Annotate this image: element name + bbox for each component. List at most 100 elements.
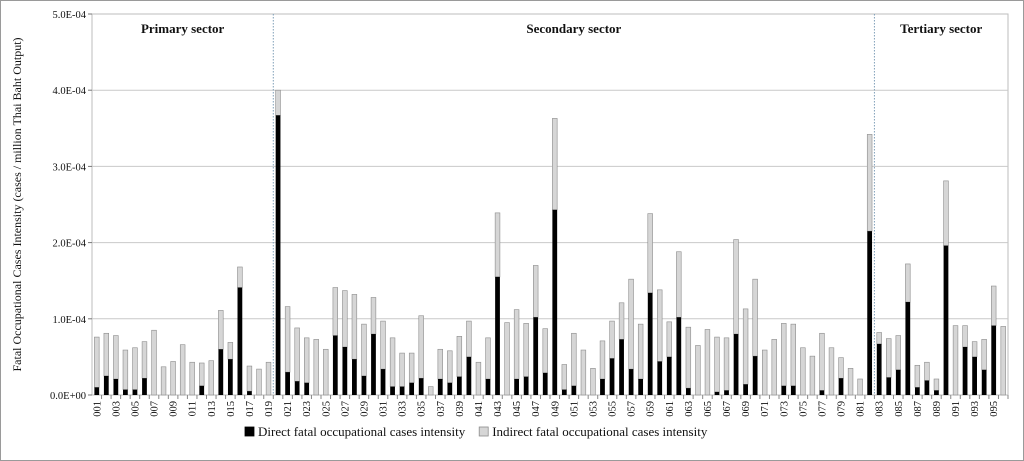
bar-direct — [895, 369, 901, 395]
bar-indirect — [351, 294, 358, 360]
x-tick-label: 007 — [150, 401, 161, 417]
bar-direct — [666, 356, 672, 395]
bar-direct — [991, 325, 997, 395]
x-tick-label: 049 — [550, 401, 561, 417]
legend-label: Indirect fatal occupational cases intens… — [492, 424, 708, 439]
bar-direct — [552, 209, 558, 395]
bar-direct — [466, 356, 472, 395]
bar-indirect — [952, 325, 959, 396]
bar-indirect — [809, 355, 816, 396]
legend-swatch — [478, 426, 489, 437]
bar-indirect — [370, 297, 377, 335]
bar-indirect — [552, 118, 558, 211]
bar-indirect — [208, 360, 214, 396]
bar-indirect — [657, 289, 663, 362]
x-tick-label: 093 — [970, 401, 981, 417]
bar-direct — [94, 387, 100, 395]
bar-direct — [199, 385, 205, 395]
bar-direct — [724, 390, 729, 395]
x-tick-label: 095 — [989, 401, 1000, 417]
bar-direct — [218, 349, 224, 395]
x-tick-label: 073 — [779, 401, 790, 417]
bar-indirect — [733, 239, 739, 335]
x-tick-label: 081 — [856, 401, 867, 417]
bar-direct — [886, 377, 892, 395]
bar-direct — [924, 380, 930, 395]
bar-indirect — [847, 368, 854, 396]
bar-indirect — [428, 386, 434, 396]
bar-indirect — [227, 342, 234, 360]
bar-indirect — [284, 306, 291, 373]
x-tick-label: 023 — [302, 401, 313, 417]
x-tick-label: 069 — [741, 401, 752, 417]
bar-direct — [876, 343, 882, 395]
x-tick-label: 045 — [512, 401, 523, 417]
x-tick-label: 039 — [455, 401, 466, 417]
bar-indirect — [914, 364, 921, 388]
bar-indirect — [933, 378, 940, 391]
bar-indirect — [637, 323, 644, 380]
bar-direct — [342, 346, 348, 395]
bar-direct — [628, 369, 634, 395]
x-tick-label: 059 — [646, 401, 657, 417]
bar-direct — [962, 346, 968, 395]
sector-label: Secondary sector — [526, 21, 621, 36]
x-tick-label: 087 — [913, 401, 924, 417]
plot-area — [91, 13, 1009, 396]
bar-direct — [247, 391, 252, 395]
bar-indirect — [876, 332, 882, 345]
bar-direct — [237, 287, 243, 395]
x-tick-label: 089 — [932, 401, 943, 417]
bar-direct — [227, 359, 233, 395]
bar-direct — [123, 389, 128, 395]
bar-direct — [352, 359, 357, 395]
bar-indirect — [962, 325, 968, 348]
bar-direct — [447, 382, 453, 395]
bar-direct — [943, 245, 949, 395]
y-tick-label: 5.0E-04 — [52, 10, 86, 21]
bar-indirect — [580, 349, 587, 396]
bar-indirect — [1000, 326, 1006, 396]
bar-direct — [456, 376, 462, 395]
bar-direct — [542, 372, 548, 395]
bar-direct — [561, 389, 567, 395]
bar-indirect — [819, 332, 825, 391]
bar-indirect — [666, 321, 672, 358]
x-tick-label: 053 — [588, 401, 599, 417]
bar-indirect — [886, 338, 892, 378]
bar-indirect — [132, 347, 138, 390]
x-tick-label: 079 — [837, 401, 848, 417]
bar-indirect — [800, 347, 806, 396]
bar-indirect — [437, 348, 443, 380]
bar-indirect — [971, 341, 978, 358]
x-tick-label: 001 — [92, 401, 103, 417]
bar-indirect — [838, 357, 844, 379]
y-tick-label: 2.0E-04 — [52, 239, 86, 250]
bar-direct — [132, 389, 138, 395]
bar-direct — [361, 375, 367, 395]
bar-direct — [285, 372, 290, 395]
bar-indirect — [685, 326, 692, 389]
bar-indirect — [332, 287, 338, 336]
sector-label: Tertiary sector — [900, 21, 982, 36]
x-tick-label: 083 — [875, 401, 886, 417]
x-tick-label: 063 — [684, 401, 695, 417]
bar-direct — [685, 388, 691, 395]
bar-indirect — [218, 310, 224, 350]
bar-indirect — [399, 352, 405, 387]
bar-indirect — [294, 327, 300, 382]
bar-direct — [647, 292, 653, 395]
bar-indirect — [742, 308, 749, 385]
bar-indirect — [361, 323, 367, 377]
y-axis-label: Fatal Occupational Cases Intensity (case… — [10, 37, 24, 371]
bar-indirect — [304, 337, 310, 384]
bar-indirect — [762, 349, 768, 396]
x-tick-label: 013 — [207, 401, 218, 417]
bar-direct — [523, 376, 529, 395]
bar-direct — [409, 382, 415, 395]
bar-indirect — [103, 332, 109, 377]
bar-direct — [733, 334, 739, 395]
bar-indirect — [323, 348, 329, 396]
bar-indirect — [828, 347, 835, 396]
